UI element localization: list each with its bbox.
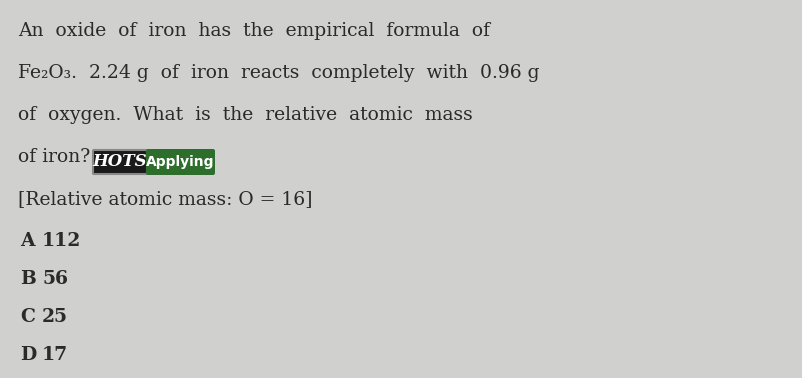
- Text: C: C: [20, 308, 34, 326]
- Text: [Relative atomic mass: O = 16]: [Relative atomic mass: O = 16]: [18, 190, 312, 208]
- FancyBboxPatch shape: [93, 150, 147, 174]
- Text: 112: 112: [42, 232, 81, 250]
- Text: An  oxide  of  iron  has  the  empirical  formula  of: An oxide of iron has the empirical formu…: [18, 22, 489, 40]
- Text: D: D: [20, 346, 36, 364]
- Text: of  oxygen.  What  is  the  relative  atomic  mass: of oxygen. What is the relative atomic m…: [18, 106, 472, 124]
- Text: A: A: [20, 232, 34, 250]
- Text: 25: 25: [42, 308, 68, 326]
- Text: B: B: [20, 270, 36, 288]
- Text: HOTS: HOTS: [92, 153, 147, 170]
- Text: 56: 56: [42, 270, 68, 288]
- Text: 17: 17: [42, 346, 68, 364]
- Text: Fe₂O₃.  2.24 g  of  iron  reacts  completely  with  0.96 g: Fe₂O₃. 2.24 g of iron reacts completely …: [18, 64, 539, 82]
- FancyBboxPatch shape: [146, 149, 215, 175]
- Text: of iron?: of iron?: [18, 148, 96, 166]
- Text: Applying: Applying: [146, 155, 214, 169]
